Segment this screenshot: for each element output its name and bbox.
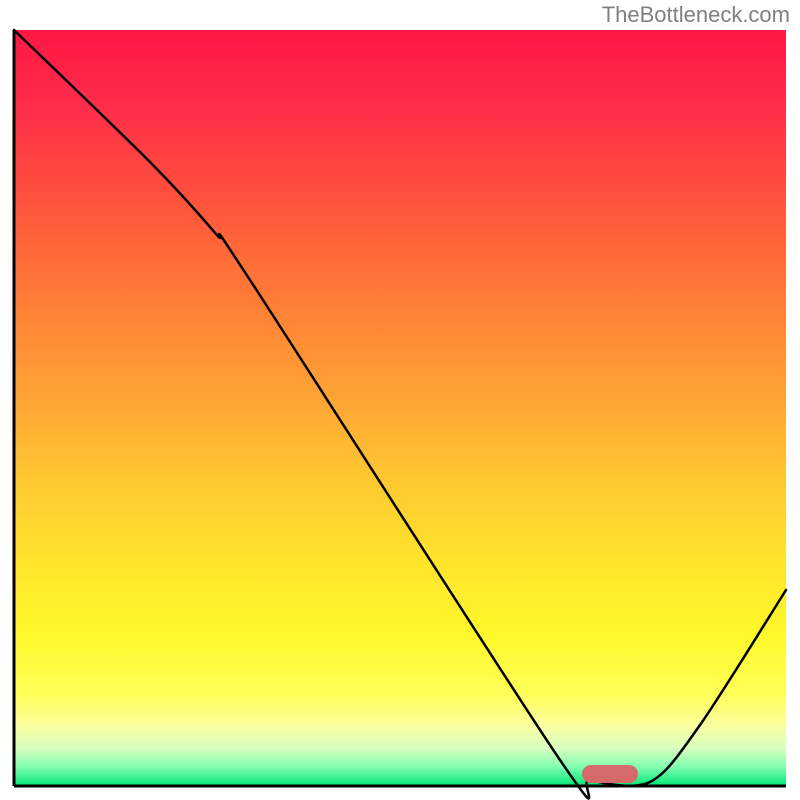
bottleneck-chart	[0, 0, 800, 800]
watermark-text: TheBottleneck.com	[602, 2, 790, 28]
chart-container: TheBottleneck.com	[0, 0, 800, 800]
optimal-marker	[582, 765, 638, 783]
